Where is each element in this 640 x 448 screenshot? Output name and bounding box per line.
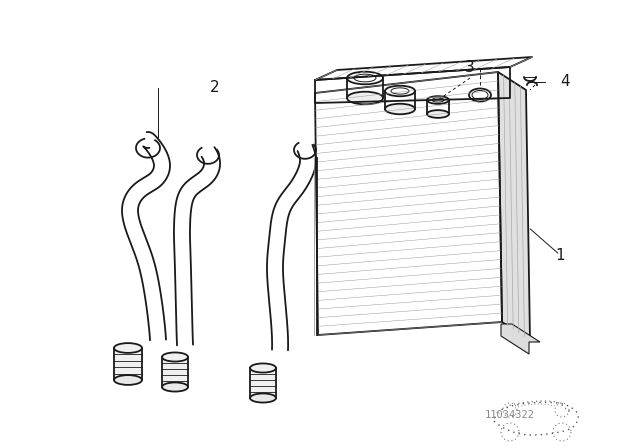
Text: 4: 4 xyxy=(560,74,570,90)
Ellipse shape xyxy=(114,375,142,385)
Ellipse shape xyxy=(162,353,188,362)
Text: 11034322: 11034322 xyxy=(485,410,535,420)
Ellipse shape xyxy=(250,393,276,403)
Ellipse shape xyxy=(427,110,449,118)
Polygon shape xyxy=(114,348,142,380)
Text: 3: 3 xyxy=(465,60,475,76)
Polygon shape xyxy=(498,72,530,340)
Polygon shape xyxy=(250,368,276,398)
Ellipse shape xyxy=(385,104,415,114)
Ellipse shape xyxy=(347,92,383,104)
Text: 2: 2 xyxy=(210,81,220,95)
Text: 1: 1 xyxy=(555,247,564,263)
Polygon shape xyxy=(162,357,188,387)
Polygon shape xyxy=(501,324,540,354)
Ellipse shape xyxy=(162,383,188,392)
Ellipse shape xyxy=(114,343,142,353)
Ellipse shape xyxy=(250,363,276,373)
